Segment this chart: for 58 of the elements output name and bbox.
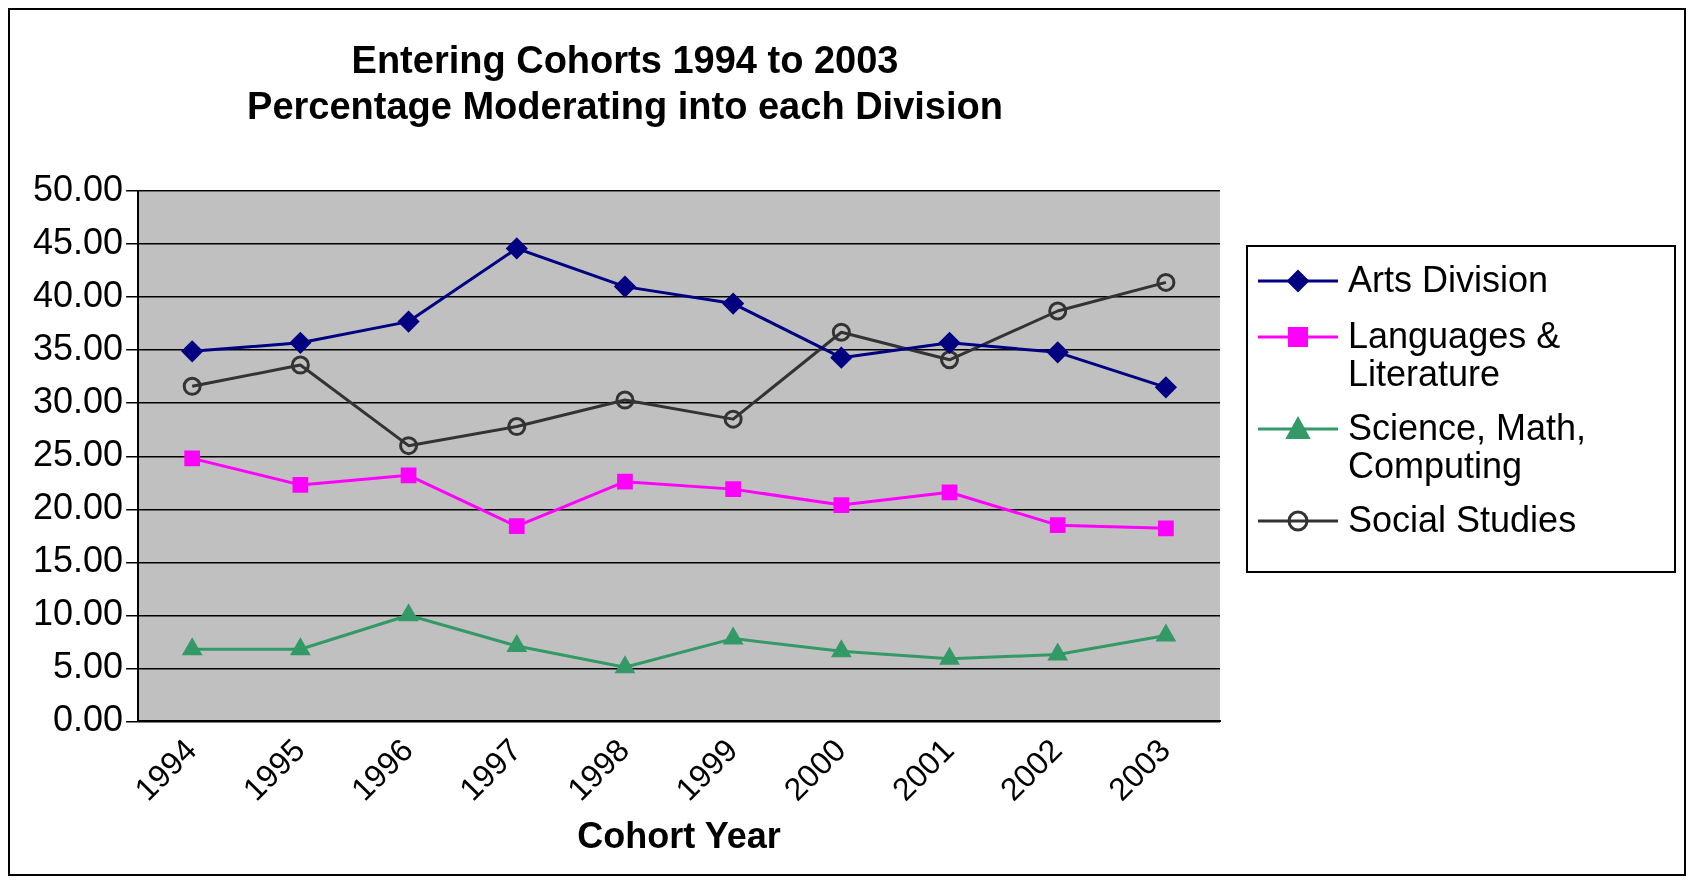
point [398, 311, 420, 333]
legend-label: Science, Math, Computing [1348, 407, 1588, 486]
point [506, 237, 528, 259]
point [1049, 517, 1066, 534]
y-tick-label: 10.00 [32, 592, 124, 634]
point [507, 417, 527, 437]
point [615, 390, 635, 410]
point [292, 477, 309, 493]
point [507, 635, 527, 653]
point [615, 656, 635, 674]
point [399, 436, 419, 456]
y-tick-label: 45.00 [32, 221, 124, 263]
y-tick-label: 20.00 [32, 486, 124, 528]
point [182, 638, 202, 656]
point [1048, 301, 1068, 321]
point [1156, 624, 1176, 642]
y-tick-label: 25.00 [32, 433, 124, 475]
point [184, 450, 201, 467]
y-tick-label: 15.00 [32, 539, 124, 581]
point [1156, 272, 1176, 292]
point [617, 473, 633, 490]
text: Entering Cohorts 1994 to 2003 [351, 39, 899, 82]
point [725, 481, 741, 497]
y-tick-label: 5.00 [53, 645, 124, 687]
x-axis-title: Cohort Year [577, 815, 781, 857]
y-tick-label: 50.00 [32, 168, 124, 210]
y-tick-label: 35.00 [32, 327, 124, 369]
point [722, 293, 744, 315]
point [939, 332, 961, 354]
point [940, 648, 959, 665]
point [1158, 520, 1174, 537]
point [832, 640, 851, 658]
point [831, 322, 851, 342]
point [833, 497, 850, 513]
point [291, 638, 310, 656]
legend-label: Languages & Literature [1348, 315, 1562, 394]
y-tick-label: 30.00 [32, 380, 124, 422]
point [1048, 644, 1068, 661]
point [399, 604, 418, 622]
point [290, 355, 310, 375]
point [181, 340, 203, 362]
legend-label: Social Studies [1348, 499, 1577, 540]
point [1047, 341, 1069, 363]
point [940, 350, 960, 370]
point [723, 628, 743, 645]
point [400, 467, 417, 484]
point [182, 376, 202, 396]
point [1155, 376, 1177, 398]
point [289, 332, 311, 354]
point [723, 409, 743, 429]
point [614, 276, 636, 298]
point [508, 518, 525, 535]
point [941, 484, 958, 501]
point [830, 347, 852, 369]
y-tick-label: 40.00 [32, 274, 124, 316]
y-tick-label: 0.00 [53, 698, 124, 740]
text: Percentage Moderating into each Division [247, 84, 1003, 127]
legend-label: Arts Division [1348, 259, 1549, 300]
